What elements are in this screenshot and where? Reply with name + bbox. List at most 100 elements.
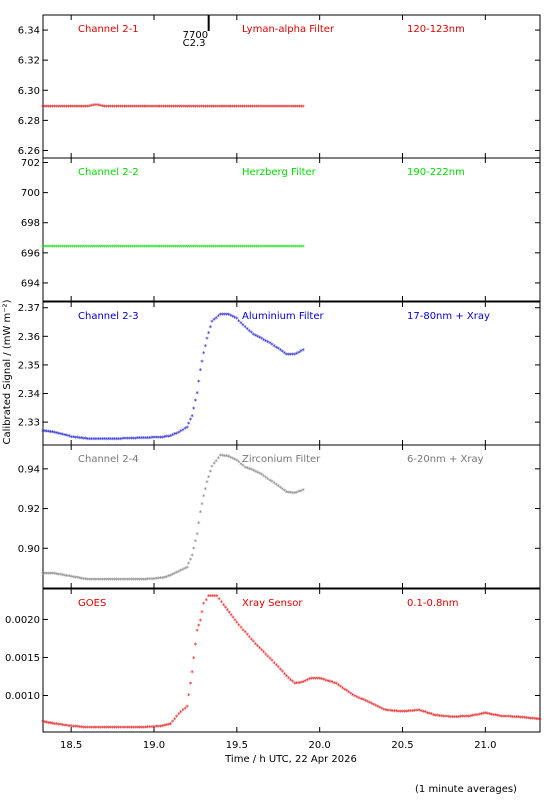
- data-point: *: [58, 103, 62, 111]
- data-point: *: [185, 103, 189, 111]
- data-point: *: [197, 520, 201, 528]
- data-point: *: [76, 103, 80, 111]
- data-point: *: [67, 433, 71, 441]
- data-point: *: [51, 721, 55, 729]
- data-point: *: [49, 571, 53, 579]
- data-point: *: [79, 435, 83, 443]
- data-point: *: [243, 243, 247, 251]
- data-point: *: [249, 243, 253, 251]
- data-point: *: [328, 679, 332, 687]
- data-point: *: [287, 243, 291, 251]
- data-point: *: [168, 721, 172, 729]
- data-point: *: [117, 577, 121, 585]
- data-point: *: [45, 571, 49, 579]
- data-point: *: [96, 243, 100, 251]
- y-tick-label: 696: [21, 248, 40, 259]
- data-point: *: [175, 430, 179, 438]
- data-point: *: [174, 103, 178, 111]
- data-point: *: [78, 103, 82, 111]
- data-point: *: [253, 641, 257, 649]
- panel-3: 2.33 2.34 2.35 2.36 2.37 Channel 2-3 Aluminium…: [18, 301, 541, 446]
- data-point: *: [148, 576, 152, 584]
- data-point: *: [332, 680, 336, 688]
- data-point: *: [226, 311, 230, 319]
- data-point: *: [243, 103, 247, 111]
- data-point: *: [133, 435, 137, 443]
- data-point: *: [273, 103, 277, 111]
- data-point: *: [336, 682, 340, 690]
- data-point: *: [108, 577, 112, 585]
- data-point: *: [92, 102, 96, 110]
- data-point: *: [69, 434, 73, 442]
- panel-frame: [42, 588, 541, 733]
- data-point: *: [195, 390, 199, 398]
- data-point: *: [251, 103, 255, 111]
- band-label: 6-20nm + Xray: [407, 454, 484, 465]
- data-point: *: [295, 243, 299, 251]
- data-point: *: [187, 561, 191, 569]
- data-point: *: [160, 243, 164, 251]
- data-point: *: [215, 593, 219, 601]
- data-point: *: [382, 706, 386, 714]
- data-point: *: [88, 577, 92, 585]
- data-point: *: [305, 677, 309, 685]
- data-point: *: [166, 433, 170, 441]
- data-point: *: [47, 243, 51, 251]
- y-tick-label: 6.32: [18, 56, 40, 67]
- data-point: *: [156, 103, 160, 111]
- data-point: *: [51, 103, 55, 111]
- data-point: *: [214, 315, 218, 323]
- data-point: *: [104, 725, 108, 733]
- data-point: *: [204, 597, 208, 605]
- data-point: *: [138, 103, 142, 111]
- data-point: *: [119, 725, 123, 733]
- data-point: *: [359, 696, 363, 704]
- data-series: ****************************************…: [41, 593, 542, 733]
- data-point: *: [233, 243, 237, 251]
- data-point: *: [259, 103, 263, 111]
- data-point: *: [81, 724, 85, 732]
- data-point: *: [75, 435, 79, 443]
- data-point: *: [208, 324, 212, 332]
- data-point: *: [454, 714, 458, 722]
- data-point: *: [158, 243, 162, 251]
- data-point: *: [49, 720, 53, 728]
- data-point: *: [45, 103, 49, 111]
- data-point: *: [88, 725, 92, 733]
- data-point: *: [498, 713, 502, 721]
- data-point: *: [110, 725, 114, 733]
- data-point: *: [112, 103, 116, 111]
- data-point: *: [116, 243, 120, 251]
- data-point: *: [79, 724, 83, 732]
- data-point: *: [275, 243, 279, 251]
- data-point: *: [94, 243, 98, 251]
- data-point: *: [299, 103, 303, 111]
- data-point: *: [269, 103, 273, 111]
- data-point: *: [164, 722, 168, 730]
- band-label: 190-222nm: [407, 167, 465, 178]
- data-point: *: [84, 103, 88, 111]
- data-point: *: [344, 688, 348, 696]
- data-point: *: [268, 340, 272, 348]
- data-point: *: [187, 103, 191, 111]
- footnote: (1 minute averages): [415, 784, 517, 795]
- y-tick-label: 0.94: [18, 464, 40, 475]
- data-point: *: [115, 725, 119, 733]
- data-point: *: [235, 457, 239, 465]
- data-point: *: [98, 436, 102, 444]
- data-point: *: [179, 709, 183, 717]
- data-point: *: [261, 103, 265, 111]
- data-point: *: [229, 312, 233, 320]
- x-tick-label: 20.5: [391, 740, 413, 751]
- data-point: *: [280, 669, 284, 677]
- data-point: *: [301, 103, 305, 111]
- channel-label: Channel 2-2: [78, 167, 139, 178]
- data-point: *: [68, 103, 72, 111]
- data-point: *: [118, 243, 122, 251]
- data-point: *: [71, 243, 75, 251]
- data-point: *: [506, 714, 510, 722]
- data-point: *: [266, 476, 270, 484]
- data-point: *: [115, 436, 119, 444]
- data-point: *: [79, 575, 83, 583]
